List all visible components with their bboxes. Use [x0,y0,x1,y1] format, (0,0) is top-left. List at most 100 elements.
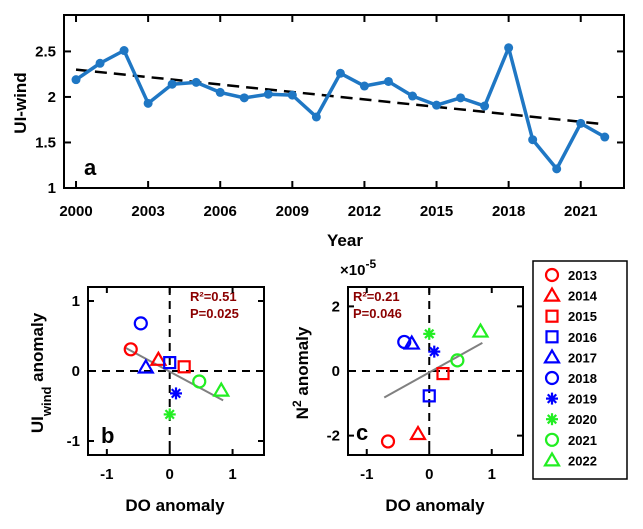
legend-marker-2018 [544,370,560,386]
panel-a-point [383,76,393,86]
legend-marker-2014-triangle [543,286,561,302]
panel-c-point-2015-square [436,366,450,381]
panel-a-point [95,58,105,68]
panel-c-point-2021-circle [450,353,465,368]
panel-a-series-line [75,46,606,171]
panel-c-point-2022-triangle [471,322,490,338]
panel-c-point-2017-triangle [402,334,421,350]
panel-b-point-2018 [133,316,148,331]
legend-marker-2016-square [545,330,559,344]
panel-c-point-2019 [428,345,441,358]
panel-a-xtick-label: 2021 [564,203,597,220]
panel-b-point-2019 [170,387,182,400]
legend-label-2016: 2016 [568,330,597,345]
panel-b-point-2020-ray [164,409,175,420]
panel-a-point [191,77,201,87]
panel-c-xtick-label: -1 [360,466,373,483]
panel-b: -1 0 1 -1 0 1 [67,286,265,483]
panel-a-point [119,46,129,56]
panel-c-ylabel: N2 anomaly [290,326,312,419]
panel-b-ytick-label: 0 [72,363,80,380]
panel-a-point [456,93,466,103]
panel-a-point [167,79,177,89]
panel-a-xtick-label: 2000 [59,203,92,220]
panel-a-ytick-label: 1 [48,180,56,197]
panel-b-xtick-label: 1 [228,466,236,483]
panel-a-ytick-label: 2.5 [35,43,56,60]
panel-c-scale-base: ×10 [340,262,365,279]
panel-c-ytick-label: 0 [332,363,340,380]
legend-marker-2015-square [545,309,559,323]
panel-a-point [359,81,369,91]
panel-c: -1 0 1 -2 0 2 [327,286,524,483]
panel-b-ylabel-main: UI [28,416,47,433]
panel-b-point-2016 [163,356,177,370]
legend-label-2017: 2017 [568,350,597,365]
panel-a-xtick-label: 2015 [420,203,453,220]
panel-c-label: c [356,420,368,445]
panel-b-point-2022 [212,381,231,397]
legend-frame [532,260,628,480]
panel-a-ylabel: UI-wind [11,72,30,133]
panel-c-point-2018 [397,334,412,350]
panel-c-stat-p: P=0.046 [353,306,402,321]
panel-c-point-2016-square [422,389,436,403]
panel-b-point-2021-circle [192,374,207,389]
legend-marker-2019 [546,392,558,405]
legend-marker-2020 [546,413,558,426]
panel-b-ylabel: UIwind anomaly [28,312,54,433]
panel-a-point [576,118,586,128]
legend-marker-2017-triangle [543,348,561,364]
panel-a-point [528,135,538,145]
panel-b-point-2014-triangle [149,350,168,366]
panel-c-point-2017 [402,334,421,350]
panel-b-xtick-label: 0 [166,466,174,483]
panel-b-point-2014 [149,350,168,366]
panel-c-point-2021 [450,353,465,368]
panel-c-point-2020 [423,327,436,340]
panel-b-point-2013 [123,342,138,357]
panel-a-point [311,112,321,122]
panel-a-point [504,43,514,53]
legend-marker-2018-circle [544,370,560,386]
legend-label-2020: 2020 [568,412,597,427]
panel-a-point [600,132,610,142]
legend-marker-2014 [543,286,561,302]
panel-a-xlabel: Year [327,231,363,250]
panel-c-point-2019-ray [429,346,440,357]
legend-marker-2015 [545,309,559,323]
panel-a-xtick-label: 2003 [131,203,164,220]
panel-b-xtick-label: -1 [100,466,113,483]
panel-a-point [432,100,442,110]
panel-a-point [263,89,273,99]
panel-b-point-2018-circle [133,316,148,331]
legend-marker-2017 [543,348,561,364]
panel-b-point-2015 [177,360,191,374]
panel-b-point-2013-circle [123,342,138,357]
legend-marker-2021 [544,432,560,447]
panel-a-frame [63,14,625,189]
panel-b-point-2019-ray [170,388,182,399]
panel-c-fit-line [383,342,483,399]
panel-c-scale-exp: -5 [365,257,376,271]
legend-marker-2013 [544,267,560,283]
panel-a: 2000 2003 2006 2009 2012 2015 2018 2021 1 1.5 2 2.5 [35,14,625,220]
panel-a-point [143,98,153,108]
panel-a-xtick-label: 2012 [348,203,381,220]
panel-a-label: a [84,155,97,180]
panel-c-point-2014 [409,424,427,441]
panel-a-point [71,75,81,85]
panel-a-xtick-label: 2018 [492,203,525,220]
panel-b-point-2017-triangle [136,358,155,374]
panel-c-point-2014-triangle [409,424,427,441]
panel-a-trend-line [75,68,605,126]
panel-a-point [335,68,345,78]
panel-c-xtick-label: 0 [425,466,433,483]
panel-c-xlabel: DO anomaly [385,496,485,515]
panel-a-point [480,101,490,111]
panel-c-stat-r2: R²=0.21 [353,289,400,304]
panel-a-ytick-label: 2 [48,89,56,106]
legend-marker-2020-ray [546,414,558,425]
panel-b-ylabel-tail: anomaly [28,312,47,386]
panel-c-point-2013-circle [380,434,396,449]
